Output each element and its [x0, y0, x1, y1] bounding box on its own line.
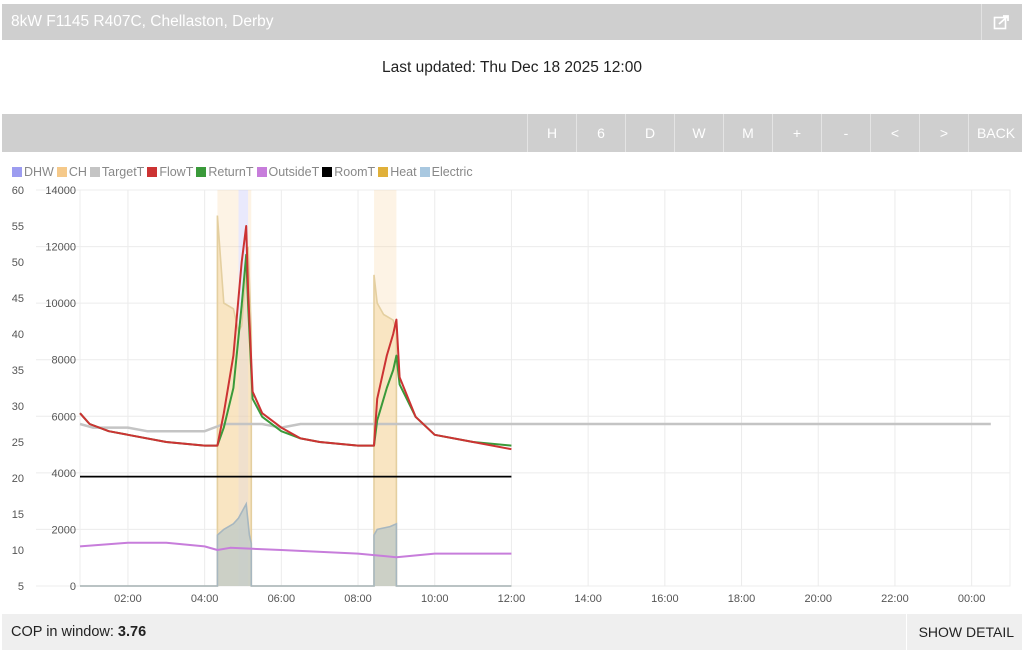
six-hour-button[interactable]: 6 — [576, 114, 625, 152]
share-icon — [993, 15, 1009, 30]
x-tick-label: 08:00 — [344, 593, 372, 605]
y-left-tick-label: 30 — [12, 401, 24, 413]
legend-item-returnt[interactable]: ReturnT — [196, 165, 254, 179]
legend-label: RoomT — [334, 165, 376, 179]
legend-item-outsidet[interactable]: OutsideT — [256, 165, 320, 179]
y-left-tick-label: 5 — [18, 581, 24, 593]
cop-label: COP in window: — [11, 624, 118, 640]
x-tick-label: 00:00 — [958, 593, 986, 605]
y-right-tick-label: 14000 — [45, 185, 76, 197]
share-button[interactable] — [981, 4, 1022, 40]
y-right-tick-label: 4000 — [52, 468, 76, 480]
series-line-returnt — [79, 253, 512, 447]
hour-button[interactable]: H — [527, 114, 576, 152]
time-toolbar: H 6 D W M + - < > BACK — [2, 114, 1022, 152]
y-left-tick-label: 10 — [12, 545, 24, 557]
week-button[interactable]: W — [674, 114, 723, 152]
series-area-heat — [80, 215, 512, 586]
series-line-targett — [79, 422, 991, 433]
y-right-tick-label: 0 — [70, 581, 76, 593]
y-left-tick-label: 45 — [12, 293, 24, 305]
y-left-tick-label: 55 — [12, 221, 24, 233]
legend-item-targett[interactable]: TargetT — [89, 165, 145, 179]
legend-swatch — [419, 167, 430, 177]
legend-label: Heat — [390, 165, 417, 179]
page-title: 8kW F1145 R407C, Chellaston, Derby — [11, 13, 274, 30]
y-right-tick-label: 6000 — [52, 411, 76, 423]
y-left-tick-label: 40 — [12, 329, 24, 341]
x-tick-label: 18:00 — [728, 593, 756, 605]
y-right-tick-label: 2000 — [52, 524, 76, 536]
cop-value: 3.76 — [117, 624, 147, 640]
day-button[interactable]: D — [625, 114, 674, 152]
show-detail-button[interactable]: SHOW DETAIL — [905, 614, 1022, 650]
legend-swatch — [12, 167, 22, 177]
series-line-heat — [80, 215, 512, 587]
legend-swatch — [56, 167, 67, 177]
y-left-tick-label: 35 — [12, 365, 24, 377]
x-tick-label: 20:00 — [804, 593, 832, 605]
legend-swatch — [322, 167, 333, 177]
pan-right-button[interactable]: > — [919, 114, 968, 152]
legend-label: DHW — [24, 165, 54, 179]
series-line-electric — [80, 501, 512, 587]
y-left-tick-label: 50 — [12, 257, 24, 269]
legend-item-ch[interactable]: CH — [56, 165, 87, 179]
legend-label: TargetT — [101, 165, 145, 179]
y-right-tick-label: 8000 — [52, 355, 76, 367]
zoom-in-button[interactable]: + — [772, 114, 821, 152]
y-right-tick-label: 12000 — [45, 242, 76, 254]
x-tick-label: 02:00 — [114, 593, 142, 605]
x-tick-label: 14:00 — [574, 593, 602, 605]
x-tick-label: 12:00 — [498, 593, 526, 605]
zoom-out-button[interactable]: - — [821, 114, 870, 152]
x-tick-label: 10:00 — [421, 593, 449, 605]
legend-label: Electric — [431, 165, 473, 179]
heat-pump-chart: 5 10 15 20 25 30 35 40 45 50 55 60 0 2000 4000 6000 8000… — [12, 185, 1011, 605]
footer-bar: COP in window: 3.76 SHOW DETAIL — [2, 614, 1022, 650]
last-updated-text: Last updated: Thu Dec 18 2025 12:00 — [2, 40, 1022, 96]
legend-item-roomt[interactable]: RoomT — [322, 165, 375, 179]
y-left-tick-label: 20 — [12, 473, 24, 485]
series-line-outsidet — [79, 541, 512, 559]
x-tick-label: 16:00 — [651, 593, 679, 605]
cop-text: COP in window: 3.76 — [11, 624, 146, 640]
y-left-tick-label: 60 — [12, 185, 24, 197]
legend-item-dhw[interactable]: DHW — [12, 165, 54, 179]
legend-item-heat[interactable]: Heat — [378, 165, 417, 179]
x-tick-label: 06:00 — [268, 593, 296, 605]
x-tick-label: 04:00 — [191, 593, 219, 605]
month-button[interactable]: M — [723, 114, 772, 152]
series-area-electric — [80, 504, 512, 586]
x-tick-label: 22:00 — [881, 593, 909, 605]
legend-swatch — [89, 167, 100, 177]
chart-legend: DHW CH TargetT FlowT ReturnT OutsideT RoomT Hea… — [12, 165, 476, 179]
y-left-tick-label: 15 — [12, 509, 24, 521]
legend-label: CH — [68, 165, 87, 179]
y-right-tick-label: 10000 — [45, 298, 76, 310]
series-line-flowt — [79, 225, 512, 451]
legend-swatch — [196, 167, 207, 177]
legend-swatch — [147, 167, 158, 177]
back-button[interactable]: BACK — [968, 114, 1023, 152]
pan-left-button[interactable]: < — [870, 114, 919, 152]
y-left-tick-label: 25 — [12, 437, 24, 449]
title-bar: 8kW F1145 R407C, Chellaston, Derby — [2, 4, 1022, 40]
legend-item-flowt[interactable]: FlowT — [147, 165, 193, 179]
legend-label: OutsideT — [268, 165, 320, 179]
legend-swatch — [256, 167, 267, 177]
legend-label: FlowT — [159, 165, 194, 179]
legend-swatch — [378, 167, 389, 177]
legend-label: ReturnT — [208, 165, 254, 179]
legend-item-electric[interactable]: Electric — [419, 165, 473, 179]
